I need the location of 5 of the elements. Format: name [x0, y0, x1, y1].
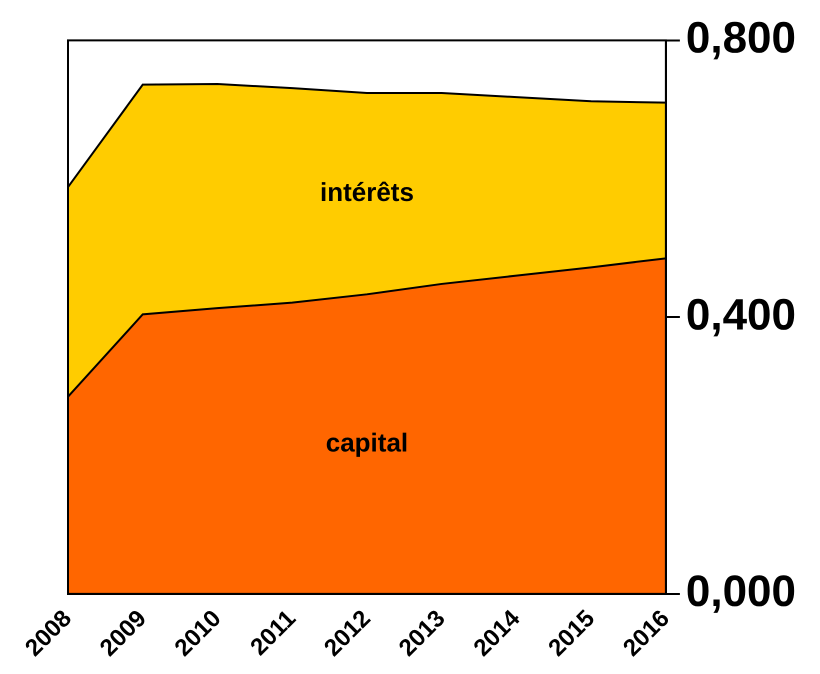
- y-tick-label: 0,000: [686, 567, 796, 616]
- y-tick-label: 0,800: [686, 14, 796, 63]
- series-label: capital: [326, 427, 408, 458]
- y-tick-label: 0,400: [686, 290, 796, 340]
- series-label: intérêts: [320, 176, 414, 207]
